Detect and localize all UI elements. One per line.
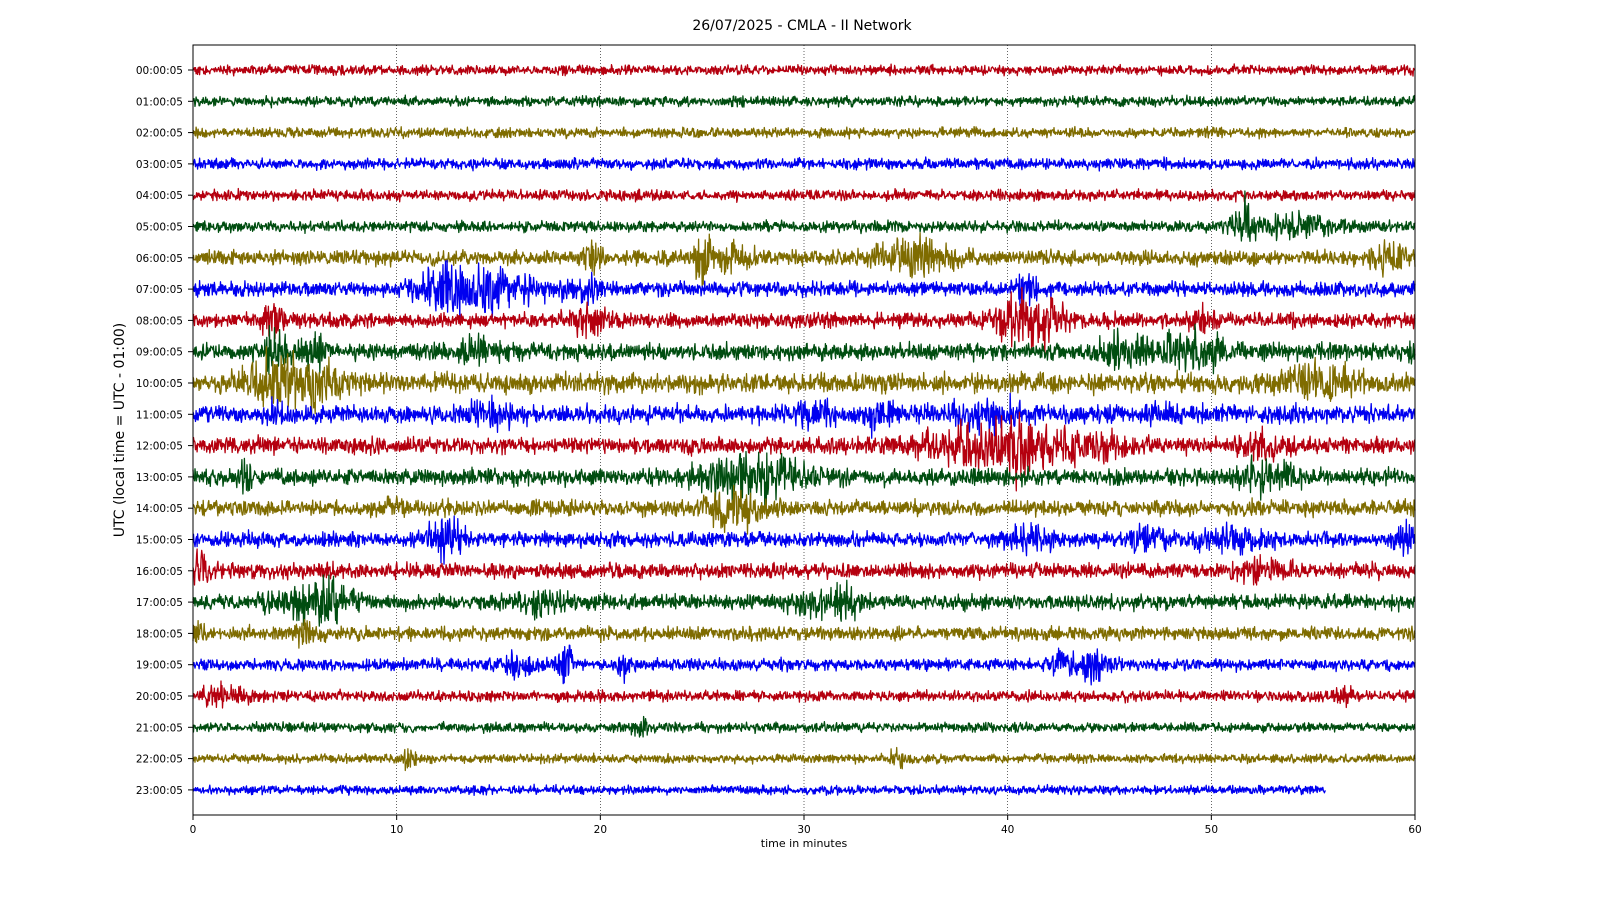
y-tick-label: 07:00:05	[136, 284, 183, 296]
seismic-trace	[192, 187, 1416, 203]
y-tick-label: 09:00:05	[136, 347, 183, 359]
y-tick-label: 01:00:05	[136, 96, 183, 108]
y-tick-label: 14:00:05	[136, 503, 183, 515]
y-tick-label: 16:00:05	[136, 566, 183, 578]
seismic-trace	[192, 548, 1416, 586]
y-tick-label: 19:00:05	[136, 660, 183, 672]
y-tick-labels: 00:00:05 01:00:05 02:00:05 03:00:05 04:00:05…	[136, 65, 193, 797]
seismic-trace	[192, 323, 1416, 376]
y-tick-label: 22:00:05	[136, 754, 183, 766]
seismic-trace	[192, 783, 1326, 797]
seismic-trace	[192, 411, 1416, 492]
x-tick-label: 50	[1205, 824, 1218, 836]
seismic-trace	[192, 190, 1416, 242]
y-tick-label: 13:00:05	[136, 472, 183, 484]
y-tick-label: 02:00:05	[136, 128, 183, 140]
seismic-trace	[192, 618, 1416, 649]
seismic-trace	[192, 94, 1416, 109]
trace-group	[192, 63, 1416, 797]
y-tick-label: 17:00:05	[136, 597, 183, 609]
y-tick-label: 05:00:05	[136, 222, 183, 234]
seismic-trace	[192, 574, 1416, 627]
seismic-trace	[192, 346, 1416, 419]
seismic-trace	[192, 392, 1416, 439]
y-tick-label: 18:00:05	[136, 628, 183, 640]
y-tick-label: 06:00:05	[136, 253, 183, 265]
seismic-trace	[192, 644, 1416, 686]
seismic-trace	[192, 680, 1416, 709]
x-tick-label: 40	[1001, 824, 1014, 836]
x-tick-labels: 0 10 20 30 40 50 60	[190, 815, 1422, 836]
seismic-trace	[192, 259, 1416, 319]
y-tick-label: 21:00:05	[136, 722, 183, 734]
y-tick-label: 20:00:05	[136, 691, 183, 703]
x-tick-label: 60	[1408, 824, 1421, 836]
x-tick-label: 10	[390, 824, 403, 836]
y-tick-label: 15:00:05	[136, 535, 183, 547]
grid-lines	[396, 45, 1212, 815]
x-tick-label: 20	[594, 824, 607, 836]
seismic-trace	[192, 125, 1416, 140]
x-tick-label: 30	[797, 824, 810, 836]
seismic-trace	[192, 715, 1416, 738]
seismic-trace	[192, 450, 1416, 509]
y-tick-label: 10:00:05	[136, 378, 183, 390]
seismic-trace	[192, 515, 1416, 565]
y-tick-label: 04:00:05	[136, 190, 183, 202]
y-tick-label: 08:00:05	[136, 315, 183, 327]
seismic-trace	[192, 746, 1416, 772]
seismic-trace	[192, 232, 1416, 289]
y-axis-label: UTC (local time = UTC - 01:00)	[112, 323, 128, 538]
y-tick-label: 11:00:05	[136, 409, 183, 421]
x-tick-label: 0	[190, 824, 197, 836]
chart-title: 26/07/2025 - CMLA - II Network	[692, 18, 912, 34]
y-tick-label: 00:00:05	[136, 65, 183, 77]
seismic-trace	[192, 484, 1416, 535]
y-tick-label: 03:00:05	[136, 159, 183, 171]
y-tick-label: 23:00:05	[136, 785, 183, 797]
seismic-trace	[192, 63, 1416, 77]
seismic-trace	[192, 286, 1416, 354]
x-axis-label: time in minutes	[761, 837, 848, 850]
y-tick-label: 12:00:05	[136, 441, 183, 453]
seismic-trace	[192, 156, 1416, 172]
